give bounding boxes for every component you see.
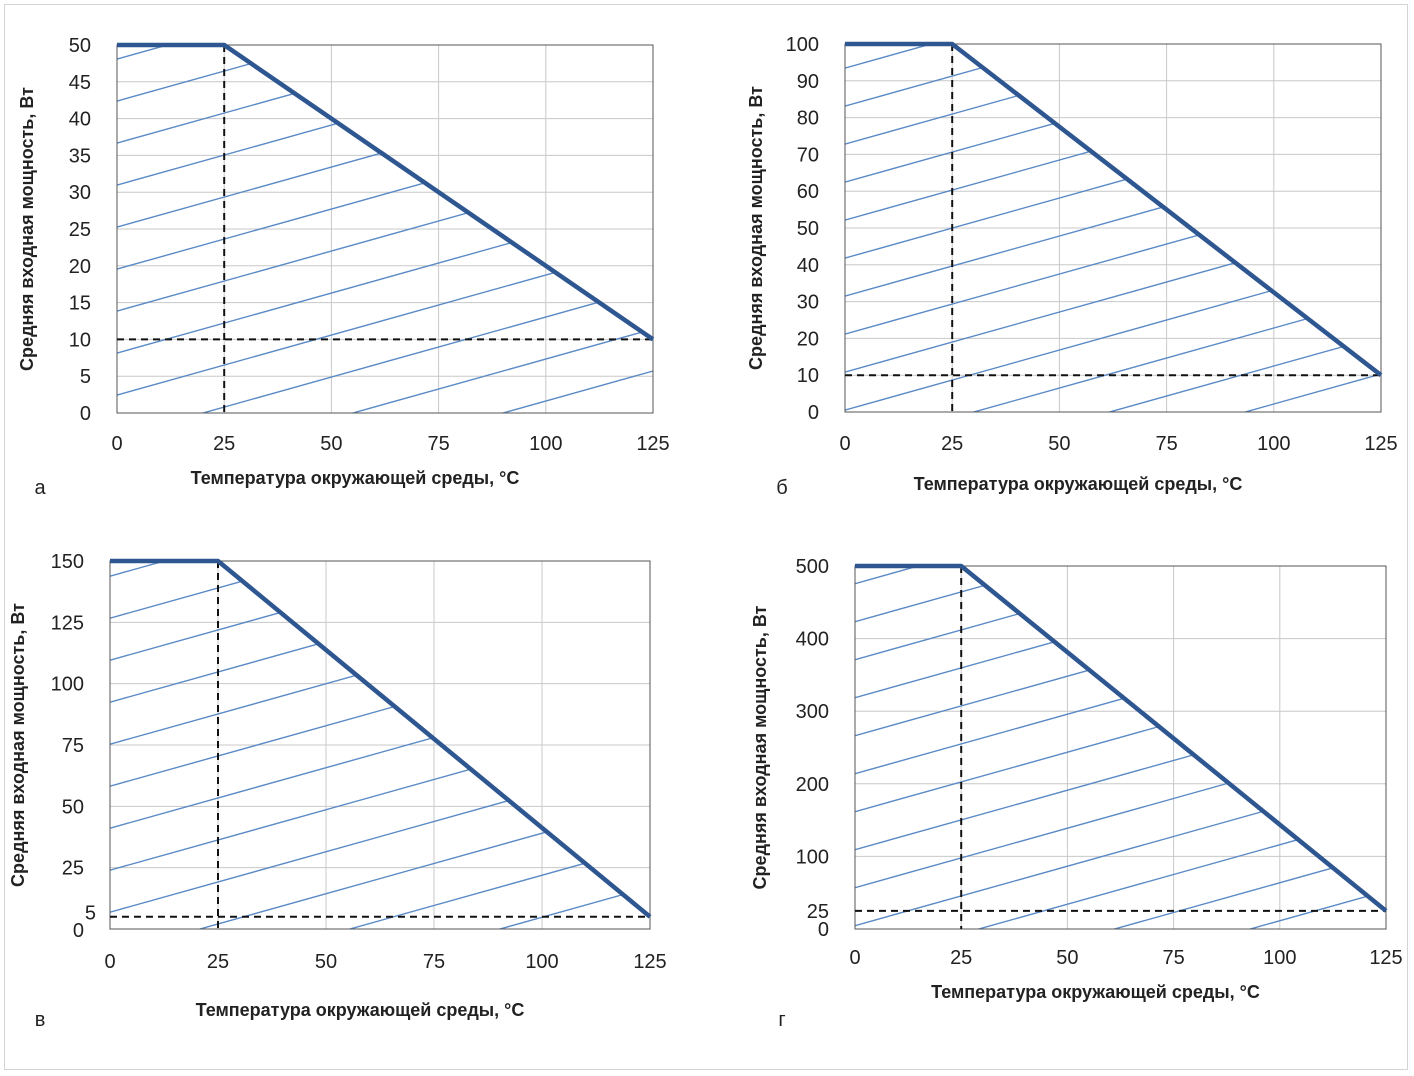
x-tick-label: 50	[315, 951, 337, 973]
y-tick-label: 30	[69, 182, 91, 204]
derating-curve	[855, 563, 1388, 913]
x-tick-label: 125	[1364, 433, 1397, 455]
y-tick-label: 25	[807, 901, 829, 923]
x-tick-label: 125	[636, 433, 669, 455]
hatch-line	[845, 335, 1381, 412]
x-tick-label: 50	[1056, 947, 1078, 969]
y-tick-label: 25	[62, 858, 84, 880]
x-tick-label: 100	[1257, 433, 1290, 455]
y-tick-label: 50	[62, 796, 84, 818]
y-tick-label: 125	[51, 612, 84, 634]
y-tick-label: 400	[796, 629, 829, 651]
x-tick-label: 75	[1155, 433, 1177, 455]
x-tick-label: 25	[207, 951, 229, 973]
hatch-line	[855, 890, 1386, 929]
y-axis-title: Средняя входная мощность, Вт	[750, 605, 770, 889]
hatch-line	[117, 286, 653, 413]
y-tick-label: 500	[796, 556, 829, 578]
chart-a: 0 25 50 75 100 125 0 5 10 15 20 25 30 35 40 45 50 Темпера…	[17, 35, 670, 499]
hatch-line	[117, 370, 653, 413]
x-tick-label: 125	[1369, 947, 1402, 969]
y-tick-label: 75	[62, 735, 84, 757]
y-tick-label: 60	[797, 181, 819, 203]
y-tick-label: 5	[80, 366, 91, 388]
y-tick-label: 90	[797, 71, 819, 93]
x-tick-label: 25	[950, 947, 972, 969]
panel-letter: в	[35, 1009, 46, 1031]
y-tick-label: 0	[808, 402, 819, 424]
y-tick-label: 0	[73, 920, 84, 942]
hatch-line	[845, 373, 1381, 412]
x-tick-label: 0	[839, 433, 850, 455]
hatch-line	[845, 44, 1381, 107]
y-tick-label: 20	[69, 256, 91, 278]
y-axis-title: Средняя входная мощность, Вт	[746, 86, 766, 370]
y-tick-label: 100	[796, 846, 829, 868]
panel-letter: г	[778, 1009, 785, 1031]
y-tick-label: 15	[69, 293, 91, 315]
y-tick-label: 35	[69, 145, 91, 167]
y-tick-label: 5	[85, 903, 96, 925]
y-tick-label: 150	[51, 551, 84, 573]
x-tick-label: 0	[111, 433, 122, 455]
hatch-line	[855, 566, 1386, 623]
x-tick-label: 125	[633, 951, 666, 973]
hatch-line	[855, 852, 1386, 929]
x-tick-label: 75	[423, 951, 445, 973]
plot-border	[854, 565, 1387, 930]
hatch-line	[110, 844, 650, 929]
y-tick-label: 50	[797, 218, 819, 240]
y-tick-label: 40	[797, 255, 819, 277]
x-tick-label: 100	[1263, 947, 1296, 969]
x-tick-label: 100	[525, 951, 558, 973]
x-axis-title: Температура окружающей среды, °C	[931, 982, 1260, 1002]
derating-curve	[117, 42, 655, 342]
y-tick-label: 300	[796, 701, 829, 723]
plot-border	[116, 44, 654, 414]
x-tick-label: 100	[529, 433, 562, 455]
y-tick-label: 0	[80, 403, 91, 425]
y-axis-title: Средняя входная мощность, Вт	[17, 87, 37, 371]
x-tick-label: 75	[1162, 947, 1184, 969]
y-tick-label: 25	[69, 219, 91, 241]
y-tick-label: 40	[69, 109, 91, 131]
y-tick-label: 100	[51, 674, 84, 696]
y-tick-label: 80	[797, 108, 819, 130]
y-tick-label: 20	[797, 328, 819, 350]
panel-letter: б	[776, 477, 787, 499]
x-tick-label: 25	[941, 433, 963, 455]
y-axis-title: Средняя входная мощность, Вт	[8, 603, 28, 887]
y-tick-label: 100	[786, 34, 819, 56]
x-axis-title: Температура окружающей среды, °C	[196, 1000, 525, 1020]
derating-curve	[110, 558, 652, 919]
panel-letter: а	[34, 477, 46, 499]
x-axis-title: Температура окружающей среды, °C	[191, 468, 520, 488]
y-tick-label: 30	[797, 292, 819, 314]
hatch-line	[845, 297, 1381, 412]
x-tick-label: 0	[849, 947, 860, 969]
plot-border	[844, 43, 1382, 413]
x-axis-title: Температура окружающей среды, °C	[914, 474, 1243, 494]
x-tick-label: 25	[213, 433, 235, 455]
x-tick-label: 75	[427, 433, 449, 455]
derating-curve	[845, 41, 1383, 377]
x-tick-label: 0	[104, 951, 115, 973]
y-tick-label: 0	[818, 919, 829, 941]
x-tick-label: 50	[320, 433, 342, 455]
hatch-line	[110, 561, 650, 619]
y-tick-label: 10	[69, 329, 91, 351]
y-tick-label: 10	[797, 365, 819, 387]
chart-g: 0 25 50 75 100 125025100200300400500Температу…	[750, 556, 1403, 1031]
y-tick-label: 200	[796, 774, 829, 796]
y-tick-label: 45	[69, 72, 91, 94]
y-tick-label: 70	[797, 144, 819, 166]
hatch-line	[117, 328, 653, 413]
hatch-line	[117, 45, 653, 102]
y-tick-label: 50	[69, 35, 91, 57]
x-tick-label: 50	[1048, 433, 1070, 455]
hatch-line	[110, 886, 650, 929]
plot-border	[109, 560, 651, 930]
